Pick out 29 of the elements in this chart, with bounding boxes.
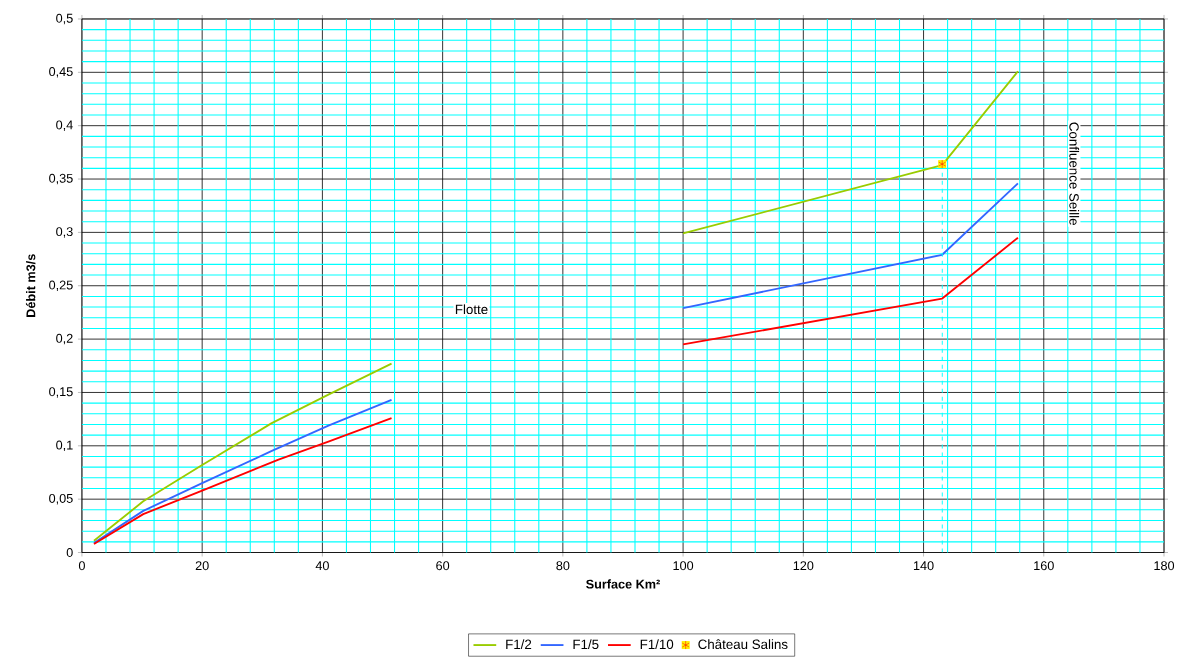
y-tick-label: 0,45 xyxy=(49,66,73,78)
y-tick-label: 0,5 xyxy=(56,13,73,25)
y-tick-label: 0,1 xyxy=(56,440,73,451)
x-tick-label: 80 xyxy=(556,561,570,570)
y-tick-label: 0,4 xyxy=(56,120,73,131)
x-tick-label: 160 xyxy=(1034,561,1054,570)
legend-label: F1/2 xyxy=(506,639,532,649)
legend-label: F1/10 xyxy=(640,639,674,649)
y-axis-title: Débit m3/s xyxy=(25,254,36,317)
x-tick-label: 180 xyxy=(1154,561,1175,570)
legend-label: F1/5 xyxy=(573,639,599,649)
x-axis-title: Surface Km² xyxy=(586,579,660,589)
x-tick-label: 0 xyxy=(78,561,85,570)
x-tick-label: 60 xyxy=(436,561,450,570)
annotation: Confluence Seille xyxy=(1069,122,1080,225)
y-tick-label: 0,2 xyxy=(56,333,73,345)
y-tick-label: 0,35 xyxy=(49,173,73,185)
x-tick-label: 100 xyxy=(673,561,694,570)
x-tick-label: 40 xyxy=(315,561,329,570)
y-tick-label: 0,3 xyxy=(56,226,73,238)
y-tick-label: 0,25 xyxy=(49,280,73,291)
legend-label: Château Salins xyxy=(698,639,788,649)
x-tick-label: 20 xyxy=(195,561,209,570)
x-tick-label: 140 xyxy=(913,561,934,570)
y-tick-label: 0,15 xyxy=(49,387,73,398)
x-tick-label: 120 xyxy=(793,561,814,570)
y-tick-label: 0,05 xyxy=(49,493,73,505)
y-tick-label: 0 xyxy=(66,547,73,557)
annotation: Flotte xyxy=(455,304,488,314)
